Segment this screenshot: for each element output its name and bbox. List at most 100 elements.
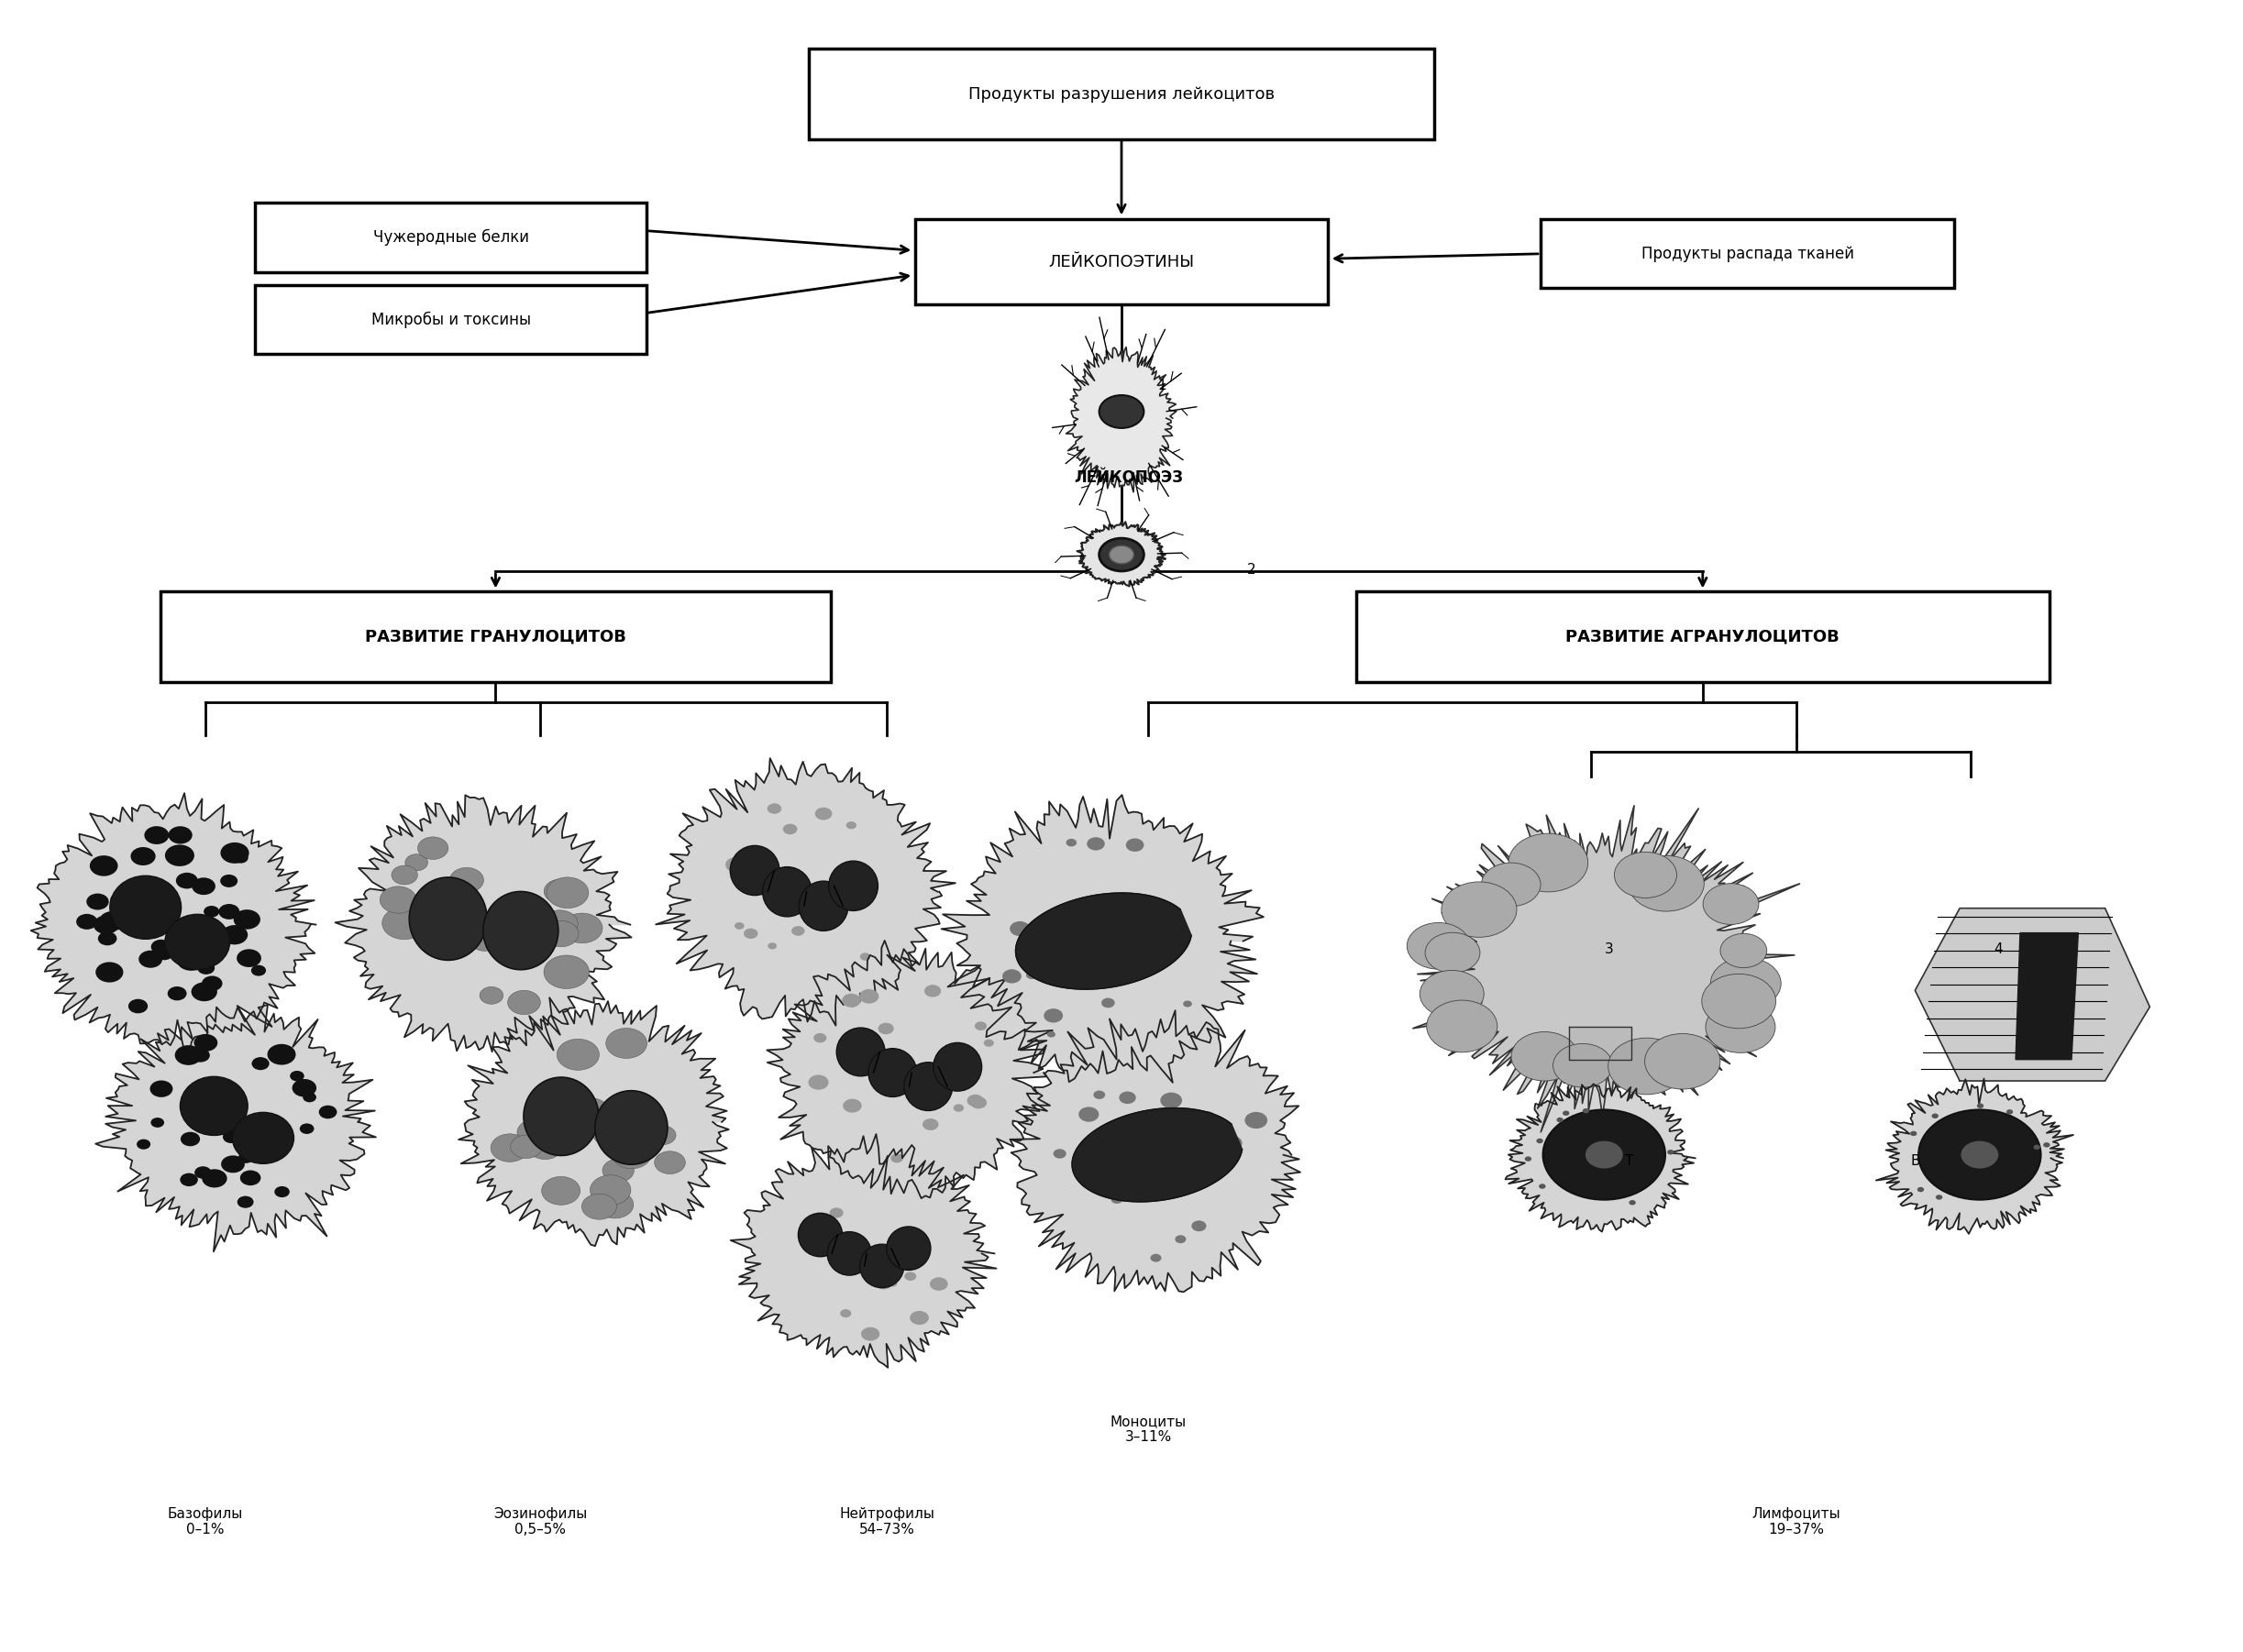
Circle shape xyxy=(220,874,238,887)
Circle shape xyxy=(1539,1184,1545,1189)
Ellipse shape xyxy=(886,1226,931,1270)
Circle shape xyxy=(841,1310,852,1318)
Circle shape xyxy=(406,854,428,871)
Circle shape xyxy=(603,1160,635,1183)
Circle shape xyxy=(606,1028,646,1059)
Polygon shape xyxy=(96,1004,377,1252)
Circle shape xyxy=(157,948,173,960)
Circle shape xyxy=(733,852,747,862)
Circle shape xyxy=(238,1196,253,1208)
Circle shape xyxy=(1557,1117,1563,1122)
Circle shape xyxy=(911,1312,929,1325)
Text: В: В xyxy=(1911,1155,1920,1168)
Circle shape xyxy=(289,1070,305,1082)
Text: Продукты разрушения лейкоцитов: Продукты разрушения лейкоцитов xyxy=(969,86,1274,102)
Circle shape xyxy=(393,866,417,884)
Circle shape xyxy=(1079,1107,1099,1122)
Circle shape xyxy=(1615,852,1678,899)
Circle shape xyxy=(1931,1113,1938,1118)
Circle shape xyxy=(841,993,861,1008)
Circle shape xyxy=(1175,1178,1187,1188)
Circle shape xyxy=(971,1097,987,1108)
Circle shape xyxy=(218,1092,231,1102)
Text: 3: 3 xyxy=(1604,942,1613,957)
Circle shape xyxy=(1126,838,1144,852)
Circle shape xyxy=(1911,1132,1918,1137)
Circle shape xyxy=(1536,1138,1543,1143)
Circle shape xyxy=(859,953,870,960)
FancyBboxPatch shape xyxy=(256,286,646,354)
Circle shape xyxy=(924,985,942,998)
Polygon shape xyxy=(31,793,316,1057)
Circle shape xyxy=(1088,838,1106,851)
Ellipse shape xyxy=(837,1028,886,1075)
Polygon shape xyxy=(1012,1011,1301,1292)
Circle shape xyxy=(1099,539,1144,572)
Circle shape xyxy=(179,1132,200,1146)
Circle shape xyxy=(487,912,527,940)
Circle shape xyxy=(256,1142,271,1153)
Circle shape xyxy=(150,940,170,955)
Polygon shape xyxy=(2016,933,2079,1059)
Polygon shape xyxy=(458,998,729,1246)
Circle shape xyxy=(238,950,260,966)
Circle shape xyxy=(574,1099,608,1123)
Circle shape xyxy=(191,983,218,1001)
Circle shape xyxy=(303,1092,316,1102)
Circle shape xyxy=(319,1105,336,1118)
Circle shape xyxy=(137,1140,150,1150)
Circle shape xyxy=(1480,862,1541,907)
Ellipse shape xyxy=(482,892,559,970)
Polygon shape xyxy=(1065,347,1175,492)
Ellipse shape xyxy=(233,1112,294,1163)
Circle shape xyxy=(1510,834,1588,892)
Circle shape xyxy=(233,910,260,930)
Circle shape xyxy=(1936,1194,1942,1199)
Circle shape xyxy=(262,1115,283,1128)
Text: РАЗВИТИЕ АГРАНУЛОЦИТОВ: РАЗВИТИЕ АГРАНУЛОЦИТОВ xyxy=(1566,629,1839,646)
Circle shape xyxy=(1702,975,1776,1029)
Circle shape xyxy=(2043,1143,2050,1148)
Circle shape xyxy=(1130,914,1142,923)
Circle shape xyxy=(538,1110,583,1143)
Circle shape xyxy=(251,1057,269,1070)
Circle shape xyxy=(471,930,500,952)
Circle shape xyxy=(1628,1199,1635,1204)
Circle shape xyxy=(1918,1188,1924,1193)
Circle shape xyxy=(1720,933,1767,968)
Circle shape xyxy=(1406,923,1469,970)
Circle shape xyxy=(240,1170,260,1186)
Ellipse shape xyxy=(799,881,848,930)
Ellipse shape xyxy=(523,1077,599,1155)
Text: Чужеродные белки: Чужеродные белки xyxy=(372,230,529,246)
Circle shape xyxy=(724,857,747,872)
Circle shape xyxy=(1047,1031,1056,1037)
Circle shape xyxy=(1151,1254,1162,1262)
Circle shape xyxy=(976,1021,987,1031)
Circle shape xyxy=(1043,1009,1063,1023)
Circle shape xyxy=(381,907,426,940)
Ellipse shape xyxy=(763,867,812,917)
Circle shape xyxy=(222,1130,240,1143)
Circle shape xyxy=(110,892,130,907)
Circle shape xyxy=(1025,971,1039,980)
Circle shape xyxy=(541,1176,581,1204)
FancyBboxPatch shape xyxy=(256,203,646,273)
Polygon shape xyxy=(1413,806,1799,1132)
Polygon shape xyxy=(942,795,1263,1082)
Circle shape xyxy=(1160,1092,1182,1108)
Ellipse shape xyxy=(828,1232,873,1275)
Circle shape xyxy=(222,1155,244,1173)
Circle shape xyxy=(1065,839,1077,846)
Text: 2: 2 xyxy=(1247,563,1256,577)
Ellipse shape xyxy=(859,1244,904,1287)
Circle shape xyxy=(99,912,126,930)
Circle shape xyxy=(130,847,155,866)
Circle shape xyxy=(128,999,148,1013)
Ellipse shape xyxy=(731,846,781,895)
Circle shape xyxy=(556,1039,599,1070)
Circle shape xyxy=(1101,998,1115,1008)
Circle shape xyxy=(545,879,576,904)
Circle shape xyxy=(238,1151,253,1163)
Circle shape xyxy=(251,965,267,976)
